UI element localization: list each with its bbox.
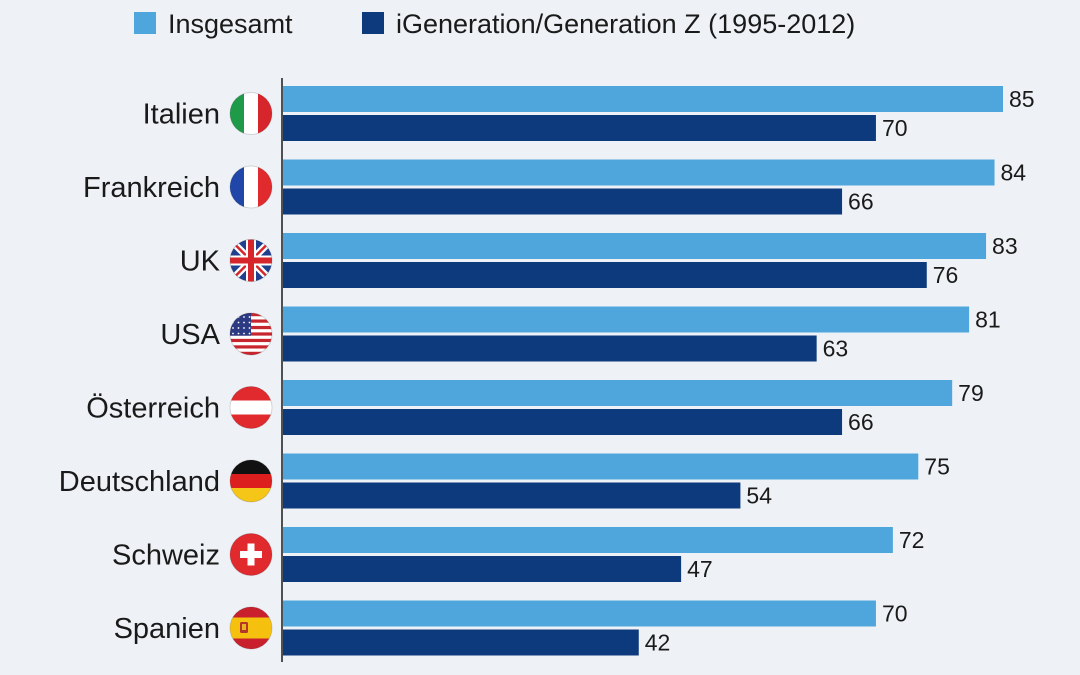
category-labels: Italien Frankreich UK USA Österreich Deutschl… [59, 99, 221, 646]
bar-spanien-series-1 [283, 629, 639, 656]
bar-uk-series-0 [283, 233, 987, 259]
bar-österreich-series-0 [283, 380, 953, 406]
data-label-usa-series-0: 81 [975, 307, 1001, 333]
data-label-österreich-series-1: 66 [848, 409, 874, 435]
data-label-schweiz-series-0: 72 [899, 527, 925, 553]
data-label-usa-series-1: 63 [823, 336, 849, 362]
germany-flag-icon [229, 459, 273, 503]
data-label-frankreich-series-1: 66 [848, 189, 874, 215]
bar-deutschland-series-1 [283, 482, 741, 509]
category-label-6: Schweiz [112, 540, 220, 572]
bar-schweiz-series-0 [283, 527, 893, 553]
data-label-deutschland-series-0: 75 [924, 454, 950, 480]
data-label-österreich-series-0: 79 [958, 380, 984, 406]
bar-usa-series-1 [283, 335, 817, 362]
data-label-uk-series-1: 76 [933, 262, 959, 288]
category-label-2: UK [180, 246, 221, 278]
italy-flag-icon [229, 92, 273, 135]
uk-flag-icon [229, 239, 273, 282]
category-label-3: USA [160, 319, 220, 351]
usa-flag-icon [229, 312, 273, 356]
data-label-schweiz-series-1: 47 [687, 556, 713, 582]
data-label-spanien-series-0: 70 [882, 601, 908, 627]
austria-flag-icon [229, 386, 273, 429]
spain-flag-icon [229, 606, 273, 650]
data-label-italien-series-0: 85 [1009, 86, 1035, 112]
flags [229, 92, 273, 650]
switzerland-flag-icon [229, 533, 273, 576]
data-label-deutschland-series-1: 54 [746, 483, 772, 509]
category-label-7: Spanien [114, 613, 220, 645]
data-label-spanien-series-1: 42 [645, 630, 671, 656]
bar-frankreich-series-1 [283, 188, 843, 215]
legend-label-0: Insgesamt [168, 9, 293, 39]
bar-deutschland-series-0 [283, 453, 919, 480]
bar-italien-series-0 [283, 86, 1003, 112]
data-label-uk-series-0: 83 [992, 233, 1018, 259]
legend-swatch-0 [134, 12, 156, 34]
data-label-frankreich-series-0: 84 [1001, 160, 1027, 186]
bars: 85 70 84 66 83 76 81 63 79 66 75 54 72 47 70 42 [283, 86, 1035, 656]
legend-swatch-1 [362, 12, 384, 34]
legend: Insgesamt iGeneration/Generation Z (1995-… [134, 9, 855, 39]
bar-österreich-series-1 [283, 409, 843, 435]
bar-uk-series-1 [283, 262, 927, 288]
bar-italien-series-1 [283, 115, 876, 141]
bar-schweiz-series-1 [283, 556, 682, 582]
category-label-5: Deutschland [59, 466, 220, 498]
bar-spanien-series-0 [283, 600, 876, 627]
france-flag-icon [229, 165, 273, 209]
category-label-1: Frankreich [83, 172, 220, 204]
category-label-0: Italien [143, 99, 220, 131]
legend-label-1: iGeneration/Generation Z (1995-2012) [396, 9, 855, 39]
data-label-italien-series-1: 70 [882, 115, 908, 141]
bar-usa-series-0 [283, 306, 970, 333]
category-label-4: Österreich [86, 393, 220, 425]
bar-frankreich-series-0 [283, 159, 995, 186]
